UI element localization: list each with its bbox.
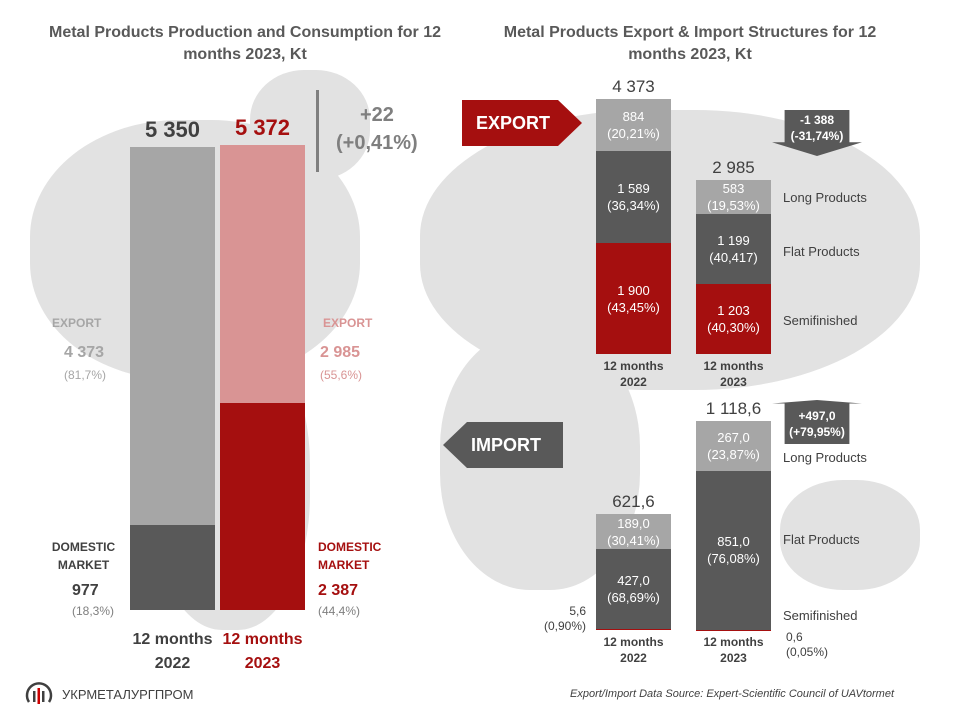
bar-total-label: 5 372 (234, 115, 291, 141)
change-bracket (316, 90, 319, 172)
change-value: +22 (360, 104, 394, 126)
bar-export (130, 147, 215, 526)
import-bar-long-products: 189,0 (30,41%) (596, 514, 671, 550)
import-bar-flat-products: 427,0 (68,69%) (596, 549, 671, 629)
import-semifinished-2022-label: 5,6 (0,90%) (543, 604, 586, 633)
export-label-2023: EXPORT (323, 316, 373, 330)
export-legend-2: Semifinished (783, 313, 858, 328)
x-tick-label: 12 months 2022 (132, 631, 213, 672)
export-bar-flat-products: 1 589 (36,34%) (596, 150, 671, 244)
export-arrow: EXPORT (462, 100, 582, 146)
export-x-tick-label: 12 months 2023 (703, 359, 764, 389)
source-note: Export/Import Data Source: Expert-Scient… (570, 688, 895, 700)
logo-text: УКРМЕТАЛУРГПРОМ (62, 687, 194, 702)
domestic-share-2023: (44,4%) (318, 604, 361, 618)
export-bar-flat-products: 1 199 (40,417) (696, 213, 771, 284)
export-total-label: 4 373 (612, 77, 655, 96)
import-bar-flat-products: 851,0 (76,08%) (696, 471, 771, 630)
export-value-2023: 2 985 (320, 344, 361, 361)
logo-icon (25, 682, 53, 704)
domestic-label-2023: DOMESTIC MARKET (318, 540, 382, 572)
import-total-label: 1 118,6 (705, 399, 762, 419)
export-label-2022: EXPORT (52, 316, 102, 330)
import-bar-long-products: 267,0 (23,87%) (696, 421, 771, 472)
bar-domestic-market (130, 525, 215, 610)
bar-total-label: 5 350 (144, 117, 201, 142)
export-bar-semifinished: 1 900 (43,45%) (596, 243, 671, 354)
import-change-arrow: +497,0 (+79,95%) (772, 400, 862, 444)
import-x-tick-label: 12 months 2022 (603, 635, 664, 665)
export-legend-1: Flat Products (783, 244, 860, 259)
domestic-value-2023: 2 387 (318, 582, 359, 599)
right-chart-title: Metal Products Export & Import Structure… (503, 24, 877, 63)
export-x-tick-label: 12 months 2022 (603, 359, 664, 389)
export-value-2022: 4 373 (64, 344, 105, 361)
import-legend-0: Long Products (783, 450, 867, 465)
left-chart-title: Metal Products Production and Consumptio… (48, 24, 441, 63)
domestic-value-2022: 977 (72, 582, 99, 599)
domestic-label-2022: DOMESTIC MARKET (51, 540, 116, 572)
export-share-2023: (55,6%) (320, 368, 363, 382)
bar-export (220, 145, 305, 404)
import-legend-1: Flat Products (783, 532, 860, 547)
export-share-2022: (81,7%) (64, 368, 107, 382)
world-map (780, 480, 920, 590)
bar-domestic-market (220, 403, 305, 610)
import-total-label: 621,6 (612, 492, 655, 511)
import-arrow: IMPORT (443, 422, 563, 468)
change-percent: (+0,41%) (336, 132, 418, 154)
export-legend-0: Long Products (783, 190, 867, 205)
import-bar-semifinished (596, 628, 671, 630)
import-x-tick-label: 12 months 2023 (703, 635, 764, 665)
domestic-share-2022: (18,3%) (72, 604, 115, 618)
export-bar-long-products: 884 (20,21%) (596, 99, 671, 151)
x-tick-label: 12 months 2023 (222, 631, 303, 672)
import-legend-2: Semifinished (783, 608, 858, 623)
export-bar-long-products: 583 (19,53%) (696, 179, 771, 214)
export-total-label: 2 985 (712, 157, 755, 177)
export-bar-semifinished: 1 203 (40,30%) (696, 283, 771, 354)
import-bar-semifinished (696, 629, 771, 631)
import-semifinished-2023-label: 0,6 (0,05%) (786, 630, 829, 659)
